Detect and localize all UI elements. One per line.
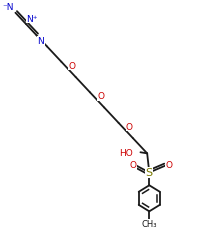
Text: N⁺: N⁺ (26, 15, 38, 24)
Text: O: O (126, 122, 133, 131)
Text: ⁻N: ⁻N (3, 3, 14, 12)
Text: O: O (165, 160, 172, 169)
Text: CH₃: CH₃ (141, 219, 157, 228)
Text: HO: HO (119, 148, 133, 157)
Text: O: O (69, 62, 76, 71)
Text: S: S (146, 168, 153, 178)
Text: O: O (97, 92, 104, 101)
Text: N: N (37, 37, 44, 46)
Text: O: O (129, 160, 136, 169)
